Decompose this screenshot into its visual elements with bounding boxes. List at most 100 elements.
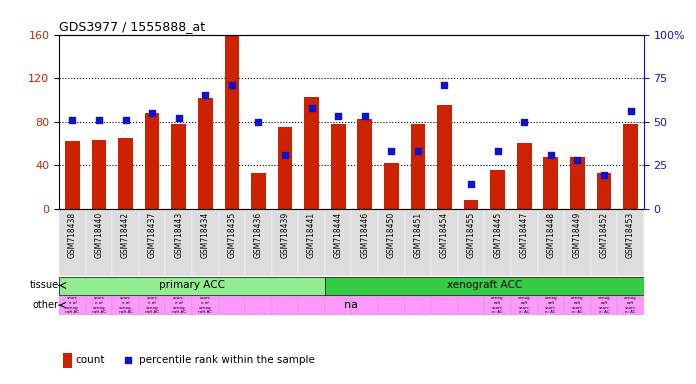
Text: count: count: [76, 355, 105, 365]
Text: GSM718434: GSM718434: [201, 212, 209, 258]
Bar: [219, 209, 245, 276]
Text: GSM718435: GSM718435: [228, 212, 237, 258]
Point: [359, 113, 370, 119]
Point: [572, 157, 583, 163]
Text: GSM718438: GSM718438: [68, 212, 77, 258]
Bar: [537, 209, 564, 276]
Bar: [432, 209, 458, 276]
Bar: [325, 209, 351, 276]
Point: [173, 115, 184, 121]
Bar: [351, 296, 378, 315]
Bar: [192, 296, 219, 315]
Text: sourc
e of
xenog
raft AC: sourc e of xenog raft AC: [118, 296, 133, 314]
Text: GSM718452: GSM718452: [599, 212, 608, 258]
Bar: [484, 296, 511, 315]
Bar: [432, 296, 458, 315]
Bar: [59, 296, 86, 315]
Bar: [65, 141, 80, 209]
Text: other: other: [33, 300, 58, 310]
Bar: [59, 277, 325, 295]
Text: GDS3977 / 1555888_at: GDS3977 / 1555888_at: [59, 20, 205, 33]
Point: [386, 148, 397, 154]
Point: [306, 104, 317, 111]
Bar: [591, 296, 617, 315]
Text: xenog
raft
sourc
e: AC: xenog raft sourc e: AC: [571, 296, 584, 314]
Bar: [596, 173, 611, 209]
Text: sourc
e of
xenog
raft AC: sourc e of xenog raft AC: [198, 296, 212, 314]
Text: sourc
e of
xenog
raft AC: sourc e of xenog raft AC: [92, 296, 106, 314]
Bar: [325, 296, 351, 315]
Point: [545, 152, 556, 158]
Bar: [591, 209, 617, 276]
Bar: [404, 209, 432, 276]
Bar: [325, 277, 644, 295]
Bar: [63, 353, 72, 368]
Bar: [331, 124, 345, 209]
Point: [492, 148, 503, 154]
Bar: [112, 296, 139, 315]
Bar: [118, 138, 133, 209]
Bar: [517, 143, 532, 209]
Text: GSM718451: GSM718451: [413, 212, 422, 258]
Bar: [192, 209, 219, 276]
Text: GSM718448: GSM718448: [546, 212, 555, 258]
Bar: [458, 296, 484, 315]
Point: [412, 148, 423, 154]
Text: GSM718442: GSM718442: [121, 212, 130, 258]
Text: sourc
e of
xenog
raft AC: sourc e of xenog raft AC: [172, 296, 186, 314]
Text: sourc
e of
xenog
raft AC: sourc e of xenog raft AC: [65, 296, 79, 314]
Bar: [564, 209, 591, 276]
Text: GSM718437: GSM718437: [148, 212, 157, 258]
Bar: [145, 113, 159, 209]
Text: GSM718443: GSM718443: [174, 212, 183, 258]
Text: GSM718455: GSM718455: [466, 212, 475, 258]
Bar: [139, 209, 166, 276]
Text: percentile rank within the sample: percentile rank within the sample: [139, 355, 315, 365]
Text: GSM718449: GSM718449: [573, 212, 582, 258]
Bar: [299, 296, 325, 315]
Bar: [112, 209, 139, 276]
Bar: [378, 296, 404, 315]
Bar: [464, 200, 478, 209]
Bar: [245, 296, 271, 315]
Text: GSM718436: GSM718436: [254, 212, 263, 258]
Bar: [251, 173, 266, 209]
Bar: [92, 140, 106, 209]
Bar: [299, 209, 325, 276]
Text: xenog
raft
sourc
e: AC: xenog raft sourc e: AC: [491, 296, 504, 314]
Bar: [511, 209, 537, 276]
Bar: [225, 35, 239, 209]
Bar: [537, 296, 564, 315]
Bar: [271, 209, 299, 276]
Bar: [511, 296, 537, 315]
Bar: [484, 209, 511, 276]
Point: [625, 108, 636, 114]
Bar: [278, 127, 292, 209]
Bar: [570, 157, 585, 209]
Point: [120, 117, 131, 123]
Text: xenog
raft
sourc
e: AC: xenog raft sourc e: AC: [518, 296, 530, 314]
Bar: [86, 296, 112, 315]
Text: GSM718450: GSM718450: [387, 212, 396, 258]
Text: GSM718447: GSM718447: [520, 212, 529, 258]
Text: GSM718454: GSM718454: [440, 212, 449, 258]
Bar: [617, 296, 644, 315]
Bar: [378, 209, 404, 276]
Bar: [384, 163, 399, 209]
Text: GSM718441: GSM718441: [307, 212, 316, 258]
Text: tissue: tissue: [29, 280, 58, 290]
Text: na: na: [345, 300, 358, 310]
Bar: [271, 296, 299, 315]
Bar: [623, 124, 638, 209]
Bar: [86, 209, 112, 276]
Text: xenograft ACC: xenograft ACC: [447, 280, 522, 290]
Point: [147, 110, 158, 116]
Text: GSM718440: GSM718440: [95, 212, 104, 258]
Point: [93, 117, 104, 123]
Text: GSM718445: GSM718445: [493, 212, 502, 258]
Point: [519, 119, 530, 125]
Text: GSM718453: GSM718453: [626, 212, 635, 258]
Bar: [358, 119, 372, 209]
Bar: [219, 296, 245, 315]
Point: [200, 93, 211, 99]
